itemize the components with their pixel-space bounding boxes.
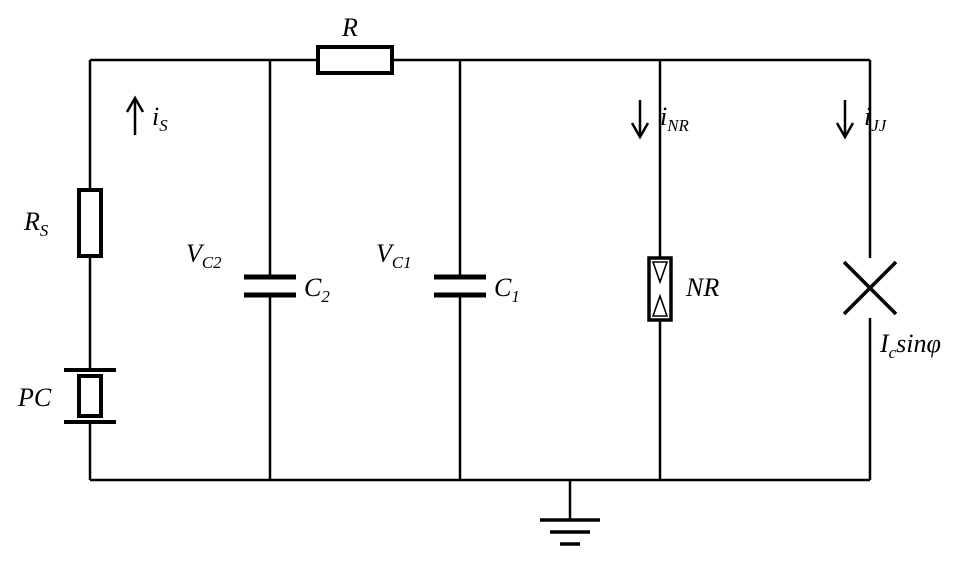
arrow-is: [127, 98, 143, 135]
photoconductor-PC: [64, 370, 116, 422]
label-NR: NR: [685, 273, 719, 302]
label-C2: C2: [304, 273, 330, 306]
label-Rs: RS: [23, 207, 49, 240]
josephson-junction: [844, 262, 896, 314]
nonlinear-resistor-NR: [649, 258, 671, 320]
label-is: iS: [152, 102, 168, 135]
label-R: R: [341, 13, 358, 42]
arrow-iJJ: [837, 100, 853, 137]
resistor-Rs: [79, 190, 101, 256]
label-VC2: VC2: [186, 239, 222, 272]
ground-symbol: [540, 520, 600, 544]
label-JJ: Icsinφ: [879, 329, 941, 362]
label-iNR: iNR: [660, 102, 690, 135]
circuit-diagram: R iS RS PC VC2 C2 VC1 C1 iNR NR iJJ Icsi…: [0, 0, 968, 586]
capacitor-C1: [434, 277, 486, 295]
capacitor-C2: [244, 277, 296, 295]
label-PC: PC: [17, 383, 52, 412]
label-VC1: VC1: [376, 239, 412, 272]
resistor-R: [318, 47, 392, 73]
label-iJJ: iJJ: [864, 102, 888, 135]
arrow-iNR: [632, 100, 648, 137]
label-C1: C1: [494, 273, 520, 306]
